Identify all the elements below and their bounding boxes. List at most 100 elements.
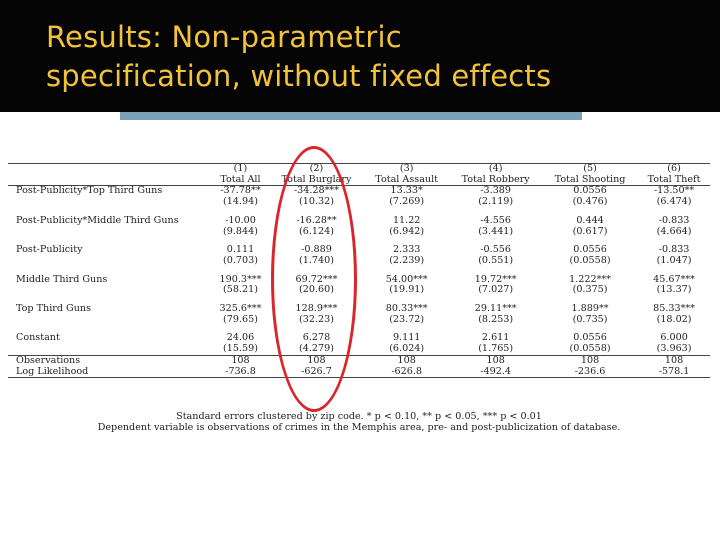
std-error-cell: (3.963) (656, 343, 692, 355)
std-error-cell: (20.60) (298, 284, 334, 296)
title-accent-bar (120, 112, 582, 120)
std-error-cell: (19.91) (389, 284, 425, 296)
loglik-cell: -578.1 (638, 366, 710, 379)
loglik-cell: -492.4 (449, 366, 542, 379)
std-error-cell: (6.024) (389, 343, 425, 355)
coefficient-cell: -0.556 (480, 244, 512, 256)
coefficient-cell: -0.833 (658, 214, 690, 226)
coefficient-cell: -0.889 (301, 244, 332, 256)
coefficient-cell: 9.111 (392, 332, 421, 344)
observations-cell: 108 (541, 354, 639, 367)
std-error-cell: (0.617) (572, 225, 608, 237)
std-error-cell: (18.02) (656, 313, 692, 325)
regression-table: (1) (2) (3) (4) (5) (6) Total All Total … (8, 162, 710, 407)
slide-title-line-1: Results: Non-parametric (46, 20, 402, 54)
coefficient-cell: 325.6*** (219, 303, 262, 315)
slide-title: Results: Non-parametric specification, w… (46, 18, 551, 96)
row-label-blank (8, 344, 212, 355)
std-error-cell: (15.59) (222, 343, 258, 355)
table-row: Post-Publicity*Top Third Guns -37.78** -34… (8, 185, 710, 197)
coefficient-cell: 0.0556 (573, 244, 607, 256)
coefficient-cell: 0.111 (226, 244, 255, 256)
results-table: (1) (2) (3) (4) (5) (6) Total All Total … (8, 162, 710, 379)
observations-cell: 108 (268, 354, 364, 367)
slide-title-line-2: specification, without fixed effects (46, 59, 552, 93)
column-name: Total All (212, 174, 269, 187)
column-number: (1) (212, 162, 269, 175)
std-error-cell: (0.551) (478, 254, 514, 266)
table-row-se: (14.94) (10.32) (7.269) (2.119) (0.476) (6.47… (8, 196, 710, 208)
std-error-cell: (7.027) (478, 284, 514, 296)
column-number: (4) (449, 162, 542, 175)
std-error-cell: (6.474) (656, 196, 692, 208)
coefficient-cell: 85.33*** (653, 303, 695, 315)
row-label-blank (8, 256, 212, 267)
table-row: Middle Third Guns 190.3*** 69.72*** 54.00**… (8, 273, 710, 286)
coefficient-cell: 80.33*** (385, 303, 428, 315)
std-error-cell: (8.253) (478, 313, 514, 325)
std-error-cell: (0.735) (572, 313, 608, 325)
std-error-cell: (9.844) (222, 225, 258, 237)
column-number: (3) (364, 162, 450, 175)
column-number: (5) (541, 162, 639, 175)
loglik-cell: -736.8 (212, 366, 269, 379)
coefficient-cell: 0.444 (576, 214, 604, 226)
row-label-blank (8, 315, 212, 326)
column-name-row: Total All Total Burglary Total Assault T… (8, 174, 710, 187)
std-error-cell: (4.664) (656, 225, 692, 237)
std-error-cell: (6.942) (389, 225, 425, 237)
title-bar: Results: Non-parametric specification, w… (0, 0, 720, 112)
coefficient-cell: 6.000 (660, 332, 688, 344)
std-error-cell: (79.65) (222, 313, 258, 325)
std-error-cell: (14.94) (222, 196, 258, 208)
observations-cell: 108 (638, 354, 710, 367)
header-blank (8, 174, 212, 187)
coefficient-cell: 2.611 (481, 332, 510, 344)
table-row: Post-Publicity 0.111 -0.889 2.333 -0.556 0.05… (8, 245, 710, 256)
coefficient-cell: 6.278 (302, 332, 331, 344)
row-label-blank (8, 197, 212, 208)
loglik-cell: -236.6 (541, 366, 639, 379)
observations-cell: 108 (364, 354, 450, 367)
table-row-se: (58.21) (20.60) (19.91) (7.027) (0.375) (13.3… (8, 285, 710, 296)
coefficient-cell: -0.833 (658, 244, 690, 256)
std-error-cell: (0.0558) (569, 254, 611, 266)
coefficient-cell: 0.0556 (573, 185, 607, 197)
coefficient-cell: 24.06 (226, 332, 255, 344)
table-row: Constant 24.06 6.278 9.111 2.611 0.0556 6.000 (8, 333, 710, 344)
coefficient-cell: -16.28** (296, 214, 337, 226)
coefficient-cell: 128.9*** (295, 303, 338, 315)
column-number: (2) (268, 162, 364, 175)
column-name: Total Robbery (449, 174, 542, 187)
column-name: Total Theft (638, 174, 710, 187)
column-name: Total Assault (364, 174, 450, 187)
column-number: (6) (638, 162, 710, 175)
std-error-cell: (0.375) (572, 284, 608, 296)
coefficient-cell: -10.00 (225, 214, 256, 226)
table-row-se: (79.65) (32.23) (23.72) (8.253) (0.735) (18.0… (8, 313, 710, 326)
table-notes: Standard errors clustered by zip code. *… (8, 411, 710, 433)
table-row-se: (9.844) (6.124) (6.942) (3.441) (0.617) (4.66… (8, 225, 710, 238)
loglik-label: Log Likelihood (8, 366, 212, 379)
row-label: Constant (16, 332, 60, 344)
coefficient-cell: 13.33* (390, 185, 423, 197)
coefficient-cell: 69.72*** (295, 273, 338, 285)
std-error-cell: (1.765) (478, 343, 514, 355)
row-label: Top Third Guns (16, 303, 91, 315)
std-error-cell: (2.119) (478, 196, 514, 208)
table-row: Post-Publicity*Middle Third Guns -10.00 -1… (8, 214, 710, 227)
std-error-cell: (13.37) (656, 284, 692, 296)
std-error-cell: (7.269) (389, 196, 425, 208)
std-error-cell: (2.239) (389, 254, 425, 266)
loglik-cell: -626.7 (268, 366, 364, 379)
observations-cell: 108 (212, 354, 269, 367)
coefficient-cell: 190.3*** (219, 273, 262, 285)
std-error-cell: (23.72) (389, 313, 425, 325)
column-number-row: (1) (2) (3) (4) (5) (6) (8, 162, 710, 175)
column-name: Total Shooting (541, 174, 639, 187)
column-name: Total Burglary (268, 174, 364, 187)
std-error-cell: (6.124) (298, 225, 334, 237)
table-row-se: (0.703) (1.740) (2.239) (0.551) (0.0558) (1.0… (8, 254, 710, 267)
std-error-cell: (0.476) (572, 196, 608, 208)
std-error-cell: (1.740) (298, 254, 334, 266)
